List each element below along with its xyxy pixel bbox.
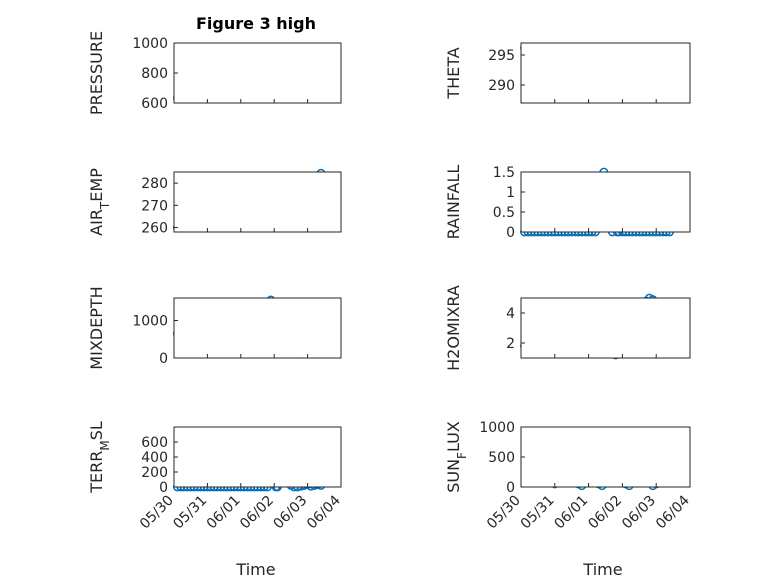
y-tick-label: 260 <box>141 221 168 237</box>
y-tick-label: 290 <box>488 78 515 94</box>
y-tick-label: 1000 <box>479 420 515 436</box>
y-axis-label: RAINFALL <box>444 165 463 240</box>
y-tick-label: 500 <box>488 450 515 466</box>
x-tick-label: 06/03 <box>619 493 659 533</box>
y-tick-label: 2 <box>506 336 515 352</box>
subplot-1: 600 800 1000 PRESSURE <box>87 31 342 115</box>
y-tick-label: 1.5 <box>493 165 515 181</box>
y-axis-label: TERRMSL <box>87 421 112 494</box>
subplot-4: 0 0.5 1 1.5 RAINFALL <box>444 165 691 241</box>
y-axis-label: H2OMIXRA <box>444 285 463 371</box>
y-tick-label: 0 <box>159 480 168 496</box>
axes-frame <box>173 426 342 488</box>
y-tick-label: 400 <box>141 450 168 466</box>
y-tick-label: 600 <box>141 435 168 451</box>
y-axis-label: SUNFLUX <box>444 421 469 493</box>
x-tick-label: 05/31 <box>170 493 210 533</box>
y-axis-label: THETA <box>444 47 463 99</box>
x-tick-label: 06/01 <box>552 493 592 533</box>
axes-frame <box>520 42 691 104</box>
x-axis-label-left: Time <box>235 560 275 579</box>
x-tick-label: 06/02 <box>585 493 625 533</box>
y-tick-label: 270 <box>141 198 168 214</box>
subplot-5: 0 1000 MIXDEPTH <box>87 286 342 370</box>
y-tick-label: 800 <box>141 66 168 82</box>
y-tick-label: 0 <box>506 480 515 496</box>
x-tick-label: 06/02 <box>237 493 277 533</box>
axes-frame <box>520 426 691 488</box>
x-tick-label: 06/03 <box>271 493 311 533</box>
subplot-6: 2 4 H2OMIXRA <box>444 285 691 371</box>
y-axis-label: PRESSURE <box>87 31 106 115</box>
y-tick-label: 1 <box>506 185 515 201</box>
figure-title: Figure 3 high <box>196 14 316 33</box>
y-tick-label: 1000 <box>132 36 168 52</box>
y-tick-label: 280 <box>141 176 168 192</box>
y-tick-label: 0 <box>506 225 515 241</box>
y-tick-label: 0.5 <box>493 205 515 221</box>
subplot-2: 290 295 THETA <box>444 42 691 104</box>
y-tick-label: 200 <box>141 465 168 481</box>
x-tick-label: 05/30 <box>484 493 524 533</box>
y-axis-label: AIRTEMP <box>87 168 112 236</box>
x-tick-label: 05/30 <box>137 493 177 533</box>
y-tick-label: 295 <box>488 48 515 64</box>
y-tick-label: 1000 <box>132 314 168 330</box>
axes-frame <box>173 171 342 233</box>
x-tick-label: 05/31 <box>518 493 558 533</box>
axes-frame <box>520 171 691 233</box>
x-axis-label-right: Time <box>582 560 622 579</box>
x-tick-label: 06/04 <box>304 492 344 532</box>
axes-frame <box>520 297 691 359</box>
y-tick-label: 0 <box>159 351 168 367</box>
x-tick-label: 06/04 <box>653 492 693 532</box>
y-axis-label: MIXDEPTH <box>87 286 106 369</box>
x-tick-label: 06/01 <box>204 493 244 533</box>
axes-frame <box>173 297 342 359</box>
y-tick-label: 4 <box>506 306 515 322</box>
y-tick-label: 600 <box>141 96 168 112</box>
subplot-3: 260 270 280 AIRTEMP <box>87 168 342 237</box>
axes-frame <box>173 42 342 104</box>
